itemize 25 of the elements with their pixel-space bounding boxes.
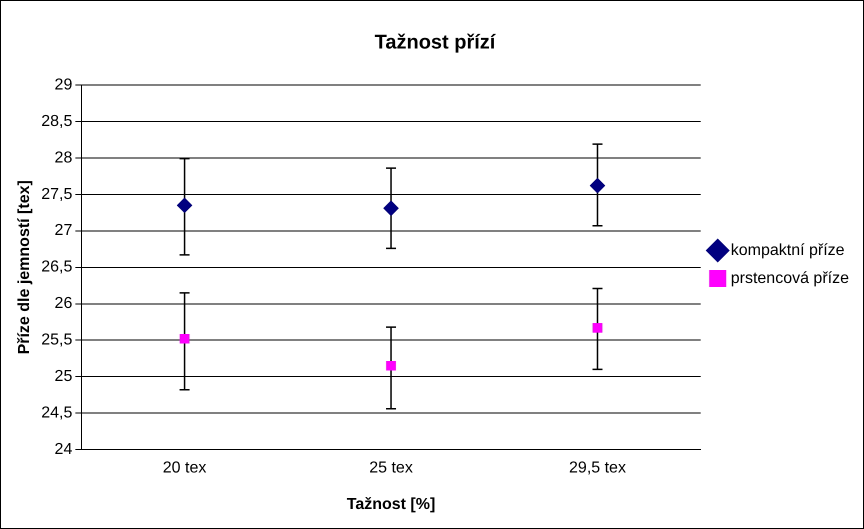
y-axis-title: Příze dle jemností [tex] (16, 180, 34, 354)
x-tick-label: 29,5 tex (569, 460, 626, 477)
y-tick-label: 28 (54, 149, 72, 166)
point (177, 198, 192, 213)
point (590, 178, 605, 194)
legend-label: prstencová příze (730, 270, 850, 287)
x-tick-label: 25 tex (369, 460, 413, 477)
y-tick-label: 26 (54, 295, 72, 312)
y-tick-label: 28,5 (41, 112, 72, 130)
point (384, 200, 399, 216)
y-tick-label: 25,5 (41, 332, 72, 349)
legend-label: kompaktní příze (730, 242, 845, 259)
point (592, 323, 602, 333)
y-tick-label: 24 (54, 441, 72, 458)
y-tick-label: 27 (54, 222, 72, 240)
y-tick-label: 26,5 (41, 258, 72, 276)
y-tick-label: 24,5 (41, 404, 72, 422)
x-tick-label: 20 tex (162, 460, 206, 477)
y-tick-label: 29 (54, 76, 72, 94)
y-tick-label: 27,5 (41, 186, 72, 203)
chart-title: Tažnost přízí (374, 32, 497, 54)
y-tick-label: 25 (54, 368, 72, 386)
point (386, 361, 396, 370)
x-axis-title: Tažnost [%] (346, 496, 436, 513)
point (180, 334, 190, 344)
